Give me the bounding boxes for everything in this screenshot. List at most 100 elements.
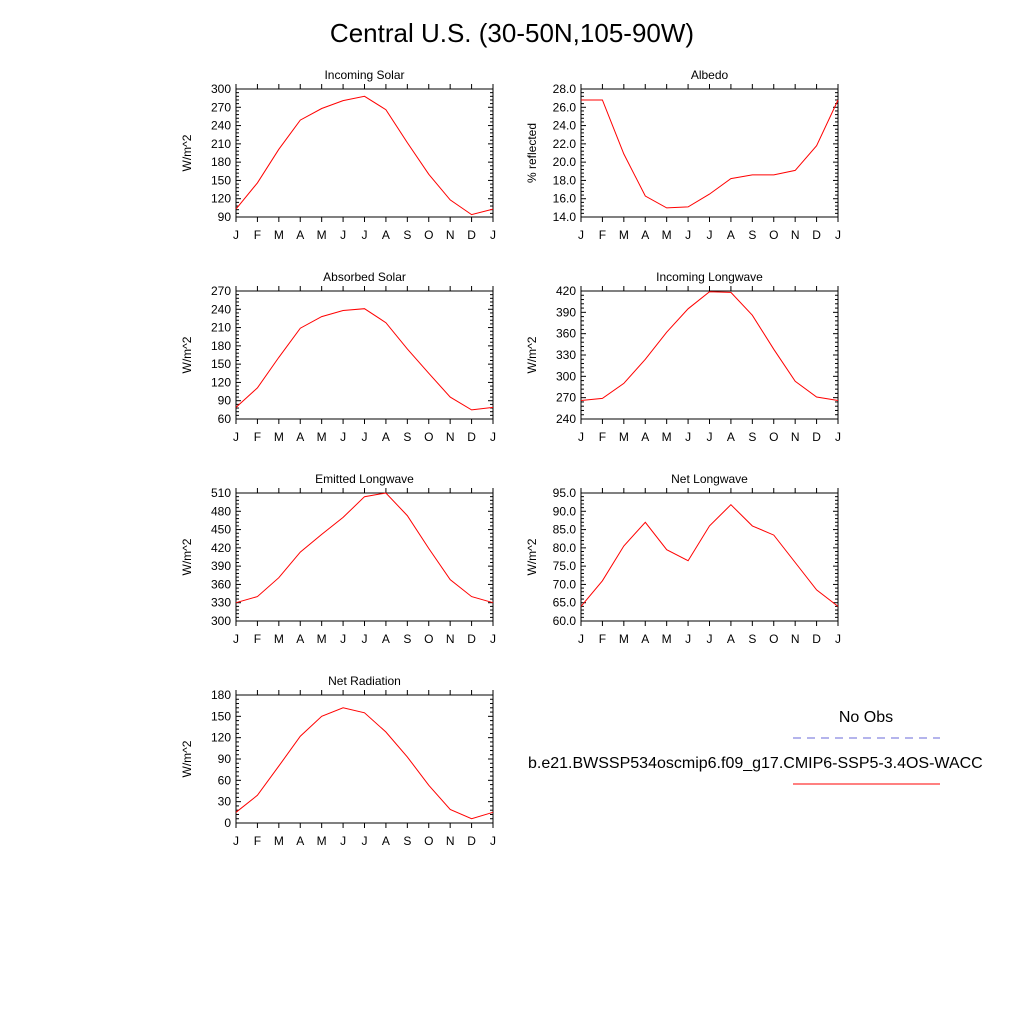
x-tick-label: M [274, 834, 284, 848]
y-tick-label: 270 [211, 100, 231, 114]
x-tick-label: S [748, 430, 756, 444]
y-tick-label: 390 [211, 559, 231, 573]
x-tick-label: A [641, 430, 649, 444]
x-tick-label: M [274, 632, 284, 646]
x-tick-label: N [446, 430, 455, 444]
x-tick-label: S [403, 632, 411, 646]
x-tick-label: D [467, 834, 476, 848]
plot-frame [235, 492, 494, 622]
x-tick-label: J [362, 430, 368, 444]
y-axis-label: W/m^2 [180, 134, 194, 171]
x-tick-label: J [233, 632, 239, 646]
y-axis-label: W/m^2 [525, 538, 539, 575]
x-tick-label: F [254, 430, 261, 444]
y-tick-label: 90 [218, 394, 232, 408]
x-tick-label: O [424, 228, 433, 242]
y-axis-label: W/m^2 [180, 740, 194, 777]
chart-panel-4: Incoming Longwave W/m^2 240 270 300 330 360 390… [525, 270, 841, 444]
y-tick-label: 480 [211, 504, 231, 518]
y-axis-label: W/m^2 [180, 538, 194, 575]
plot-frame [580, 290, 839, 420]
x-tick-label: A [727, 228, 735, 242]
x-tick-label: A [382, 228, 390, 242]
y-axis-label: W/m^2 [525, 336, 539, 373]
y-tick-label: 180 [211, 339, 231, 353]
x-tick-label: J [578, 430, 584, 444]
y-tick-label: 150 [211, 173, 231, 187]
x-tick-label: N [791, 430, 800, 444]
x-tick-label: S [403, 430, 411, 444]
y-tick-label: 90 [218, 752, 232, 766]
x-tick-label: J [340, 834, 346, 848]
y-tick-label: 300 [556, 369, 576, 383]
y-tick-label: 60.0 [553, 614, 577, 628]
x-tick-label: J [707, 430, 713, 444]
x-tick-label: F [599, 228, 606, 242]
x-tick-label: A [382, 430, 390, 444]
x-tick-label: M [274, 228, 284, 242]
x-tick-label: N [446, 228, 455, 242]
x-tick-label: M [274, 430, 284, 444]
series-line [235, 308, 494, 411]
x-tick-label: S [748, 632, 756, 646]
x-tick-label: J [362, 632, 368, 646]
y-tick-label: 22.0 [553, 137, 577, 151]
x-tick-label: S [748, 228, 756, 242]
x-tick-label: D [812, 430, 821, 444]
y-tick-label: 120 [211, 375, 231, 389]
x-tick-label: J [707, 632, 713, 646]
series-line [235, 492, 494, 604]
plot-frame [235, 88, 494, 218]
x-tick-label: J [707, 228, 713, 242]
y-tick-label: 240 [211, 302, 231, 316]
chart-title: Incoming Solar [324, 68, 404, 82]
chart-title: Net Longwave [671, 472, 748, 486]
y-tick-label: 80.0 [553, 541, 577, 555]
y-tick-label: 300 [211, 82, 231, 96]
x-tick-label: J [362, 834, 368, 848]
x-tick-label: J [490, 632, 496, 646]
series-line [235, 95, 494, 216]
x-tick-label: J [490, 228, 496, 242]
panels: Incoming Solar W/m^2 90 120 150 180 210 240 270 3… [180, 68, 841, 848]
y-tick-label: 120 [211, 731, 231, 745]
x-tick-label: J [490, 430, 496, 444]
x-tick-label: O [769, 430, 778, 444]
y-tick-label: 65.0 [553, 596, 577, 610]
x-tick-label: J [835, 632, 841, 646]
y-tick-label: 28.0 [553, 82, 577, 96]
legend-model-label: b.e21.BWSSP534oscmip6.f09_g17.CMIP6-SSP5… [528, 755, 983, 772]
y-tick-label: 360 [556, 327, 576, 341]
chart-panel-6: Net Longwave W/m^2 60.0 65.0 70.0 75.0 80.0 85.… [525, 472, 841, 646]
x-tick-label: D [467, 632, 476, 646]
x-tick-label: J [340, 228, 346, 242]
y-tick-label: 330 [211, 596, 231, 610]
y-tick-label: 330 [556, 348, 576, 362]
x-tick-label: F [254, 834, 261, 848]
x-tick-label: O [424, 632, 433, 646]
y-tick-label: 0 [224, 816, 231, 830]
x-tick-label: F [599, 430, 606, 444]
x-tick-label: F [599, 632, 606, 646]
x-tick-label: M [662, 228, 672, 242]
x-tick-label: A [727, 430, 735, 444]
x-tick-label: A [641, 228, 649, 242]
chart-panel-2: Albedo % reflected 14.0 16.0 18.0 20.0 22.0 24.… [525, 68, 841, 242]
y-tick-label: 90 [218, 210, 232, 224]
y-tick-label: 120 [211, 192, 231, 206]
series-line [581, 99, 839, 209]
x-tick-label: D [812, 632, 821, 646]
x-tick-label: J [685, 430, 691, 444]
y-tick-label: 24.0 [553, 119, 577, 133]
x-tick-label: J [233, 228, 239, 242]
x-tick-label: A [382, 834, 390, 848]
x-tick-label: A [296, 430, 304, 444]
x-tick-label: N [446, 834, 455, 848]
x-tick-label: F [254, 632, 261, 646]
y-tick-label: 420 [211, 541, 231, 555]
chart-panel-1: Incoming Solar W/m^2 90 120 150 180 210 240 270 3… [180, 68, 496, 242]
y-tick-label: 270 [211, 284, 231, 298]
y-tick-label: 450 [211, 523, 231, 537]
